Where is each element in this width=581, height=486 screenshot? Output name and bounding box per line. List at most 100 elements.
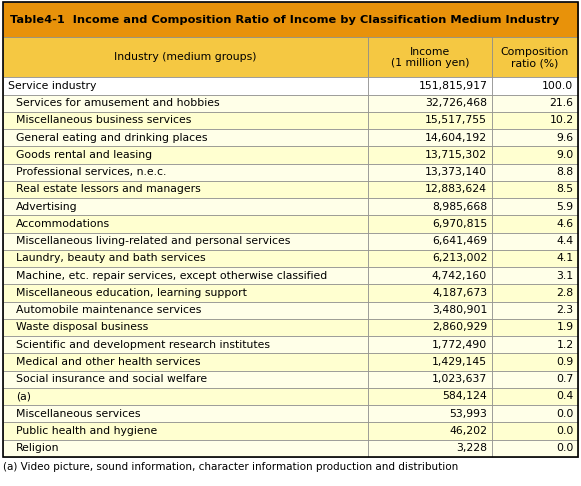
Text: 584,124: 584,124 (442, 391, 487, 401)
Text: Social insurance and social welfare: Social insurance and social welfare (16, 374, 207, 384)
Text: 15,517,755: 15,517,755 (425, 115, 487, 125)
Text: 32,726,468: 32,726,468 (425, 98, 487, 108)
Text: 1.9: 1.9 (557, 322, 573, 332)
Bar (368, 232, 492, 250)
Bar (3, 301, 368, 319)
Bar (368, 146, 492, 163)
Text: 4.1: 4.1 (557, 253, 573, 263)
Bar (3, 2, 578, 37)
Bar (492, 250, 578, 267)
Text: 9.6: 9.6 (557, 133, 573, 143)
Bar (3, 198, 368, 215)
Bar (3, 232, 368, 250)
Text: 12,883,624: 12,883,624 (425, 184, 487, 194)
Text: 1.2: 1.2 (557, 340, 573, 350)
Bar (3, 112, 368, 129)
Text: Miscellaneous services: Miscellaneous services (16, 409, 140, 419)
Bar (492, 146, 578, 163)
Bar (368, 388, 492, 405)
Text: Machine, etc. repair services, except otherwise classified: Machine, etc. repair services, except ot… (16, 271, 327, 281)
Bar (3, 37, 368, 77)
Bar (3, 370, 368, 388)
Bar (492, 284, 578, 301)
Bar (492, 353, 578, 370)
Text: Laundry, beauty and bath services: Laundry, beauty and bath services (16, 253, 205, 263)
Bar (3, 215, 368, 232)
Bar (368, 405, 492, 422)
Bar (368, 129, 492, 146)
Bar (3, 336, 368, 353)
Bar (492, 163, 578, 181)
Bar (3, 439, 368, 457)
Bar (492, 267, 578, 284)
Text: 6,213,002: 6,213,002 (432, 253, 487, 263)
Text: Automobile maintenance services: Automobile maintenance services (16, 305, 201, 315)
Bar (492, 198, 578, 215)
Text: 151,815,917: 151,815,917 (418, 81, 487, 91)
Bar (368, 336, 492, 353)
Bar (368, 267, 492, 284)
Bar (3, 146, 368, 163)
Bar (3, 94, 368, 112)
Text: 6,970,815: 6,970,815 (432, 219, 487, 229)
Text: 8.5: 8.5 (557, 184, 573, 194)
Text: Composition
ratio (%): Composition ratio (%) (501, 47, 569, 68)
Bar (3, 181, 368, 198)
Text: 46,202: 46,202 (449, 426, 487, 436)
Text: 0.9: 0.9 (556, 357, 573, 367)
Bar (492, 181, 578, 198)
Bar (3, 422, 368, 439)
Text: Income
(1 million yen): Income (1 million yen) (391, 47, 469, 68)
Text: 100.0: 100.0 (542, 81, 573, 91)
Bar (368, 112, 492, 129)
Text: (a): (a) (16, 391, 31, 401)
Bar (492, 77, 578, 94)
Text: 4,742,160: 4,742,160 (432, 271, 487, 281)
Text: 1,429,145: 1,429,145 (432, 357, 487, 367)
Bar (492, 37, 578, 77)
Text: Waste disposal business: Waste disposal business (16, 322, 148, 332)
Text: 3,480,901: 3,480,901 (432, 305, 487, 315)
Text: General eating and drinking places: General eating and drinking places (16, 133, 207, 143)
Text: Miscellaneous living-related and personal services: Miscellaneous living-related and persona… (16, 236, 290, 246)
Text: 0.0: 0.0 (556, 443, 573, 453)
Text: 2.3: 2.3 (557, 305, 573, 315)
Bar (368, 215, 492, 232)
Bar (492, 422, 578, 439)
Bar (368, 439, 492, 457)
Bar (3, 284, 368, 301)
Text: Miscellaneous business services: Miscellaneous business services (16, 115, 191, 125)
Bar (368, 77, 492, 94)
Bar (492, 439, 578, 457)
Text: Miscellaneous education, learning support: Miscellaneous education, learning suppor… (16, 288, 246, 298)
Text: Service industry: Service industry (8, 81, 96, 91)
Text: Accommodations: Accommodations (16, 219, 110, 229)
Text: 10.2: 10.2 (549, 115, 573, 125)
Bar (492, 94, 578, 112)
Bar (368, 301, 492, 319)
Bar (368, 181, 492, 198)
Text: Real estate lessors and managers: Real estate lessors and managers (16, 184, 200, 194)
Text: 13,715,302: 13,715,302 (425, 150, 487, 160)
Bar (492, 112, 578, 129)
Text: 3,228: 3,228 (456, 443, 487, 453)
Bar (368, 37, 492, 77)
Bar (492, 215, 578, 232)
Text: Professional services, n.e.c.: Professional services, n.e.c. (16, 167, 166, 177)
Bar (492, 405, 578, 422)
Text: Goods rental and leasing: Goods rental and leasing (16, 150, 152, 160)
Bar (368, 250, 492, 267)
Bar (3, 163, 368, 181)
Bar (368, 319, 492, 336)
Text: 0.7: 0.7 (556, 374, 573, 384)
Text: Religion: Religion (16, 443, 59, 453)
Text: Public health and hygiene: Public health and hygiene (16, 426, 157, 436)
Bar (368, 422, 492, 439)
Text: 14,604,192: 14,604,192 (425, 133, 487, 143)
Text: 4.4: 4.4 (557, 236, 573, 246)
Bar (3, 353, 368, 370)
Bar (492, 129, 578, 146)
Text: Scientific and development research institutes: Scientific and development research inst… (16, 340, 270, 350)
Bar (3, 319, 368, 336)
Bar (492, 232, 578, 250)
